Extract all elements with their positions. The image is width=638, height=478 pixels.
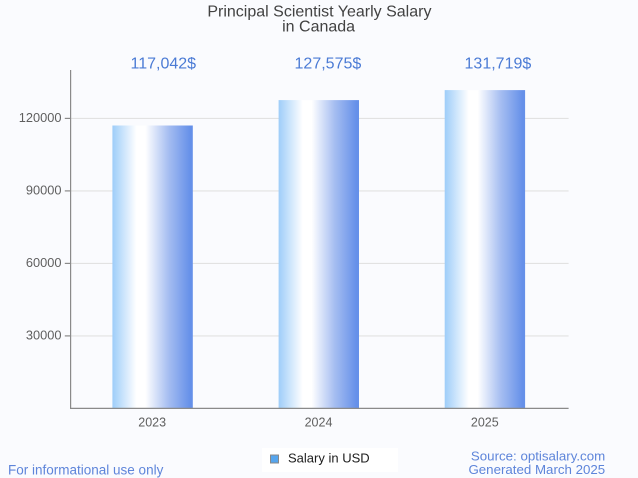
svg-text:60000: 60000 bbox=[26, 255, 62, 270]
svg-text:120000: 120000 bbox=[19, 110, 62, 125]
svg-text:2025: 2025 bbox=[471, 416, 499, 430]
svg-text:For informational use only: For informational use only bbox=[8, 462, 164, 477]
svg-text:117,042$: 117,042$ bbox=[131, 56, 197, 73]
svg-text:Source: optisalary.com: Source: optisalary.com bbox=[471, 449, 605, 464]
svg-text:127,575$: 127,575$ bbox=[295, 56, 362, 73]
svg-text:Generated March 2025: Generated March 2025 bbox=[468, 462, 605, 477]
svg-text:2023: 2023 bbox=[138, 416, 166, 430]
svg-text:90000: 90000 bbox=[26, 183, 62, 198]
svg-text:Principal Scientist Yearly Sal: Principal Scientist Yearly Salary bbox=[207, 4, 431, 21]
svg-text:30000: 30000 bbox=[26, 328, 62, 343]
svg-text:Salary in USD: Salary in USD bbox=[288, 451, 370, 466]
svg-text:in Canada: in Canada bbox=[282, 19, 355, 36]
svg-text:131,719$: 131,719$ bbox=[465, 56, 532, 73]
svg-text:2024: 2024 bbox=[305, 416, 333, 430]
